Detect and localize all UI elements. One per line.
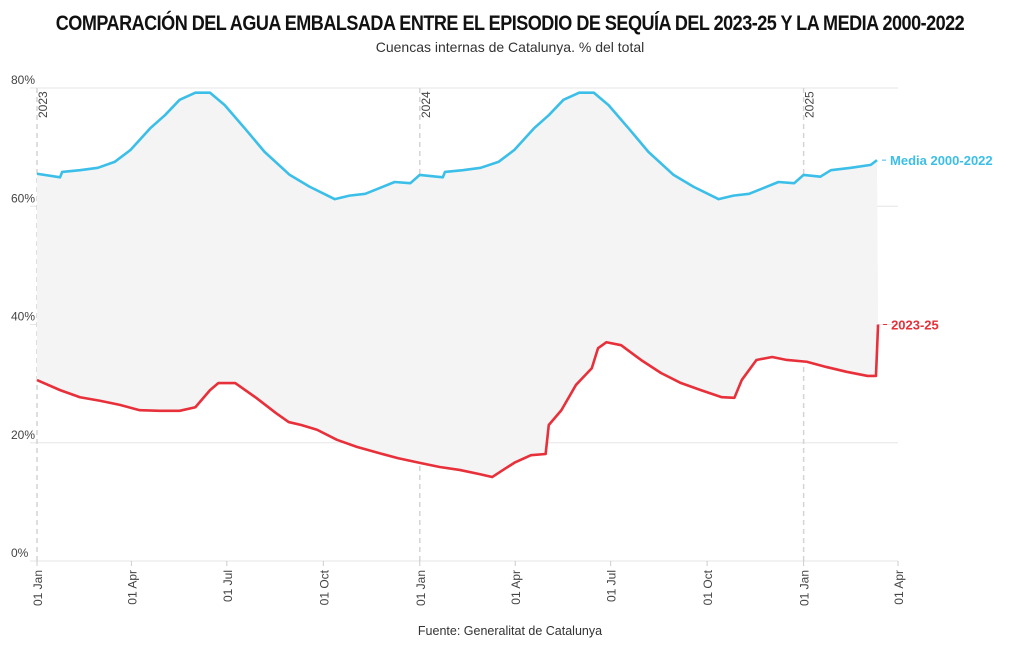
year-marker-label: 2023 bbox=[36, 91, 50, 118]
chart-title: COMPARACIÓN DEL AGUA EMBALSADA ENTRE EL … bbox=[55, 12, 965, 35]
year-marker-label: 2024 bbox=[419, 91, 433, 118]
y-tick-label: 20% bbox=[11, 428, 35, 442]
x-tick-label: 01 Apr bbox=[125, 570, 139, 605]
y-tick-label: 0% bbox=[11, 546, 29, 560]
y-tick-label: 40% bbox=[11, 310, 35, 324]
y-tick-label: 80% bbox=[11, 73, 35, 87]
year-marker-label: 2025 bbox=[803, 91, 817, 118]
series-line-media bbox=[36, 91, 878, 201]
x-tick-label: 01 Oct bbox=[701, 569, 715, 605]
x-tick-label: 01 Jan bbox=[414, 570, 428, 606]
series-label: Media 2000-2022 bbox=[890, 153, 993, 168]
series-line-2023-25 bbox=[36, 324, 880, 479]
x-tick-label: 01 Jan bbox=[798, 570, 812, 606]
shaded-area bbox=[37, 92, 879, 478]
x-tick-label: 01 Jul bbox=[605, 570, 619, 602]
x-tick-label: 01 Oct bbox=[317, 569, 331, 605]
x-tick-label: 01 Jul bbox=[221, 570, 235, 602]
x-tick-label: 01 Apr bbox=[892, 570, 906, 605]
x-tick-label: 01 Apr bbox=[509, 570, 523, 605]
y-tick-label: 60% bbox=[11, 191, 35, 205]
chart-subtitle: Cuencas internas de Catalunya. % del tot… bbox=[375, 39, 645, 55]
x-tick-label: 01 Jan bbox=[31, 570, 45, 606]
source-note: Fuente: Generalitat de Catalunya bbox=[417, 624, 603, 638]
series-label: 2023-25 bbox=[891, 318, 939, 333]
